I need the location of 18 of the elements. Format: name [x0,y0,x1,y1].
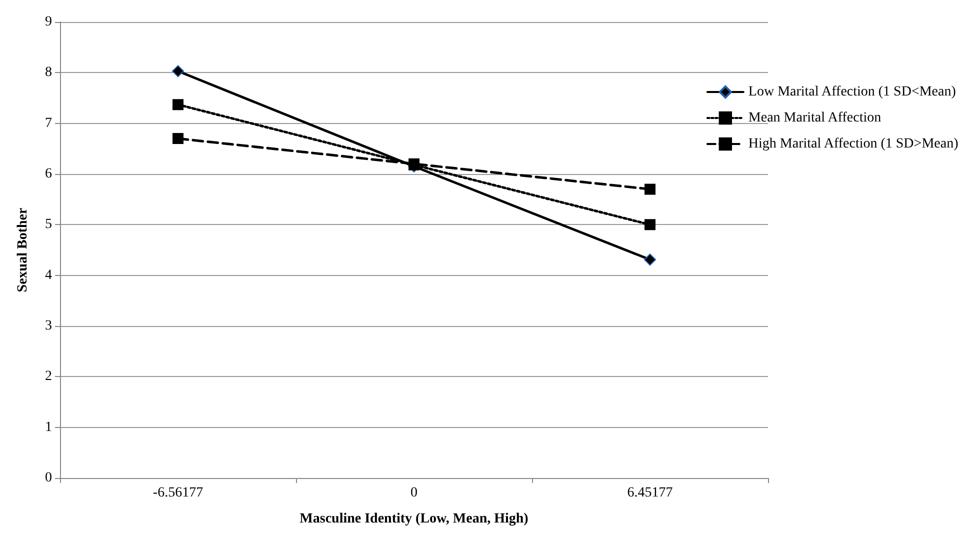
y-tick-label: 3 [45,318,52,334]
y-tick-label: 9 [45,14,52,30]
legend-label: Mean Marital Affection [748,110,882,126]
x-axis-title: Masculine Identity (Low, Mean, High) [300,512,529,526]
x-tick-label: -6.56177 [152,486,204,500]
y-axis-title: Sexual Bother [16,208,30,292]
y-tick-label: 1 [45,420,52,435]
legend-label: High Marital Affection (1 SD>Mean) [748,136,959,152]
y-tick-label: 8 [45,65,52,80]
y-tick-label: 7 [45,116,52,131]
y-tick-label: 4 [45,268,52,283]
y-tick-label: 0 [45,470,52,486]
x-tick-label: 0 [410,486,418,500]
x-tick-label: 6.45177 [627,486,673,500]
y-tick-label: 5 [45,217,52,232]
y-tick-label: 2 [45,369,52,384]
legend-label: Low Marital Affection (1 SD<Mean) [748,84,956,100]
y-tick-label: 6 [45,166,52,182]
